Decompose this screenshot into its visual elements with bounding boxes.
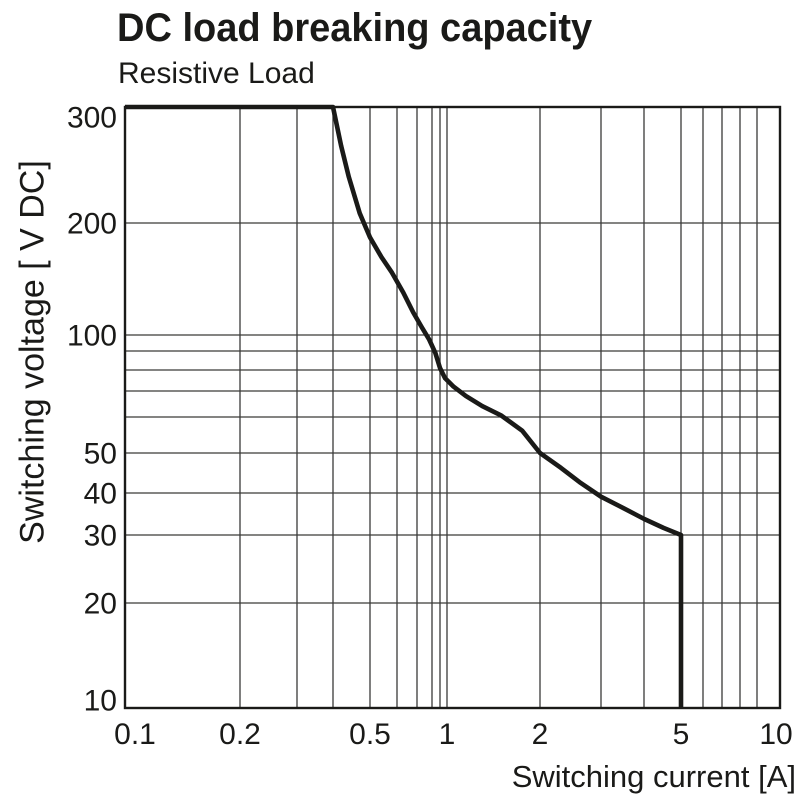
- y-tick-label: 20: [84, 588, 117, 621]
- plot-border: [123, 105, 782, 710]
- x-axis-label: Switching current [A]: [511, 759, 796, 794]
- y-tick-label: 10: [84, 685, 117, 718]
- chart-title: DC load breaking capacity: [117, 6, 593, 50]
- y-tick-label: 200: [67, 208, 117, 241]
- curve-resistive-load: [125, 104, 684, 708]
- tick-labels: 0.1 0.2 0.5 1 2 5 10 300 200 100 50 40 30 20 10: [67, 102, 793, 752]
- y-tick-label: 300: [67, 102, 117, 135]
- x-tick-label: 5: [673, 718, 690, 751]
- y-axis-label: Switching voltage [ V DC]: [13, 160, 52, 544]
- series-curves: [125, 104, 684, 708]
- y-tick-label: 30: [84, 520, 117, 553]
- x-tick-label: 10: [759, 718, 792, 751]
- y-tick-label: 40: [84, 478, 117, 511]
- x-tick-label: 0.2: [219, 718, 261, 751]
- chart-subtitle: Resistive Load: [118, 57, 315, 90]
- x-tick-label: 0.5: [349, 718, 391, 751]
- y-tick-label: 50: [84, 438, 117, 471]
- x-tick-label: 2: [532, 718, 549, 751]
- y-tick-label: 100: [67, 320, 117, 353]
- x-tick-label: 1: [439, 718, 456, 751]
- x-tick-label: 0.1: [114, 718, 156, 751]
- plot-frame: [123, 105, 782, 710]
